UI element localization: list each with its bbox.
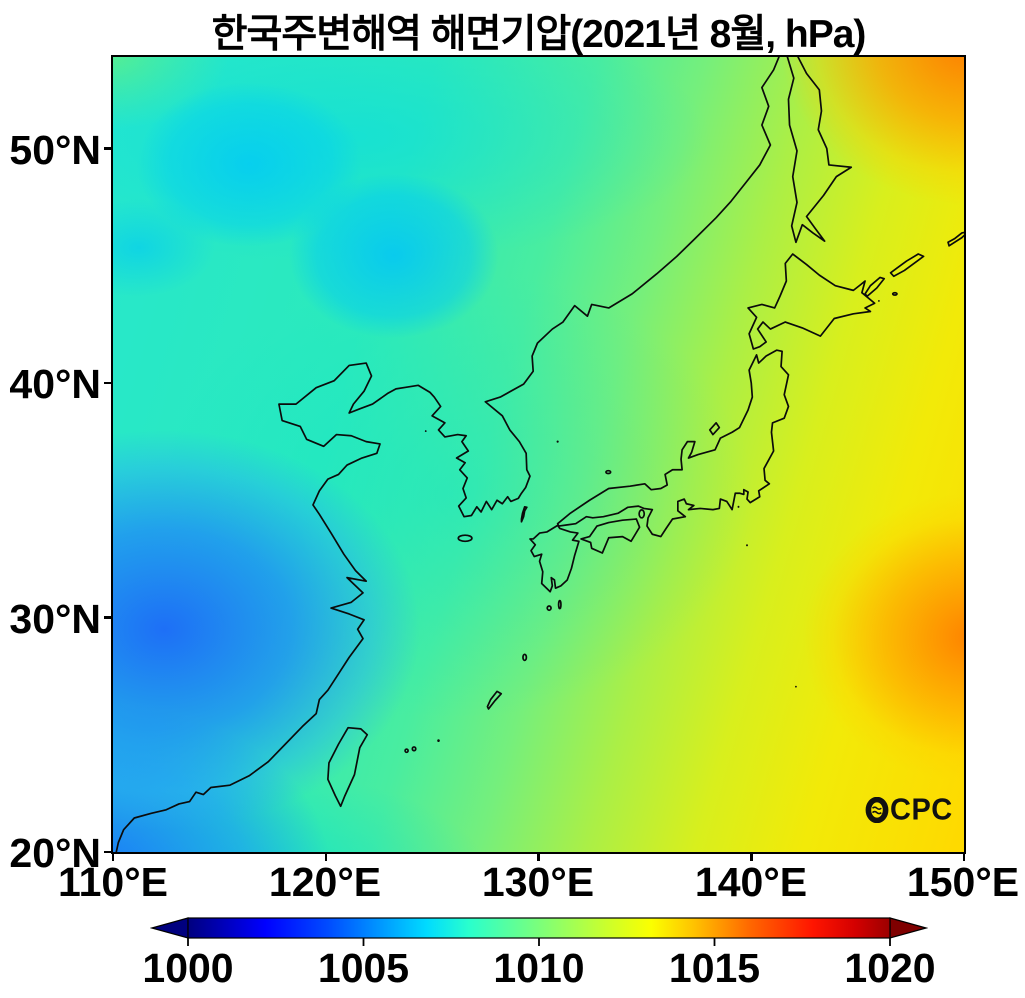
colorbar-label-1005: 1005 <box>317 945 410 991</box>
y-tick-mark-20n <box>104 850 112 854</box>
tanegashima-island <box>559 601 561 609</box>
shikotan-island <box>893 293 897 295</box>
y-tick-label-50n: 50°N <box>9 127 101 173</box>
y-tick-label-40n: 40°N <box>9 361 101 407</box>
y-tick-mark-40n <box>104 381 112 385</box>
oki-islands <box>606 471 611 474</box>
x-tick-label-150e: 150°E <box>906 859 1020 905</box>
coastline-urup-island <box>948 232 964 246</box>
ocpc-logo-text: CPC <box>890 792 953 827</box>
coastline-kyushu <box>530 525 579 591</box>
x-tick-label-110e: 110°E <box>58 859 168 905</box>
ishigaki-island <box>412 747 415 751</box>
x-tick-mark-130e <box>537 853 540 861</box>
izu-oshima-island <box>737 505 740 508</box>
colorbar-label-1010: 1010 <box>493 945 585 991</box>
miyako-island <box>437 739 440 743</box>
x-tick-label-120e: 120°E <box>268 859 382 905</box>
sado-island <box>710 423 720 435</box>
x-tick-mark-150e <box>962 853 965 861</box>
jeju-island <box>458 535 472 541</box>
y-tick-label-30n: 30°N <box>9 596 101 642</box>
ocpc-logo: CPC <box>865 792 955 827</box>
coastline-shikoku <box>581 519 640 553</box>
y-tick-mark-30n <box>104 616 112 619</box>
korea-west-islet <box>424 430 427 433</box>
ulleungdo-island <box>556 440 559 443</box>
colorbar-over-arrow <box>889 917 928 939</box>
map-plot-area: CPC <box>111 55 966 854</box>
colorbar-tick-marks <box>187 938 891 946</box>
okinawa-island <box>487 691 501 709</box>
y-tick-mark-50n <box>104 147 112 150</box>
ocpc-o-wave-icon <box>865 797 889 823</box>
colorbar-label-1015: 1015 <box>668 945 761 991</box>
habomai-islet <box>878 299 880 302</box>
coastline-honshu <box>558 350 789 536</box>
y-tick-label-20n: 20°N <box>9 830 101 876</box>
awaji-island <box>639 510 644 518</box>
coastlines-layer <box>113 57 964 852</box>
x-tick-mark-140e <box>750 853 753 861</box>
x-tick-mark-120e <box>324 853 327 861</box>
iriomote-island <box>405 749 408 752</box>
coastline-taiwan <box>328 728 367 807</box>
x-tick-mark-110e <box>111 853 115 861</box>
coastline-hokkaido <box>748 254 875 349</box>
colorbar-under-arrow <box>150 917 189 939</box>
colorbar-gradient-bar <box>187 917 891 939</box>
hachijojima-island <box>746 544 748 547</box>
colorbar <box>150 917 928 946</box>
coastline-mainland-asia <box>116 57 779 852</box>
page-title: 한국주변해역 해면기압(2021년 8월, hPa) <box>211 13 867 56</box>
x-tick-label-130e: 130°E <box>481 859 595 905</box>
x-tick-label-140e: 140°E <box>694 859 808 905</box>
coastline-iturup-island <box>891 254 924 276</box>
amami-island <box>523 654 526 660</box>
coastline-sakhalin <box>787 57 851 242</box>
colorbar-label-1000: 1000 <box>142 945 234 991</box>
yakushima-island <box>547 606 551 610</box>
tsushima-island <box>521 507 526 522</box>
chichijima-island <box>795 685 797 688</box>
colorbar-label-1020: 1020 <box>844 945 936 991</box>
coastline-kunashir-island <box>865 277 884 296</box>
